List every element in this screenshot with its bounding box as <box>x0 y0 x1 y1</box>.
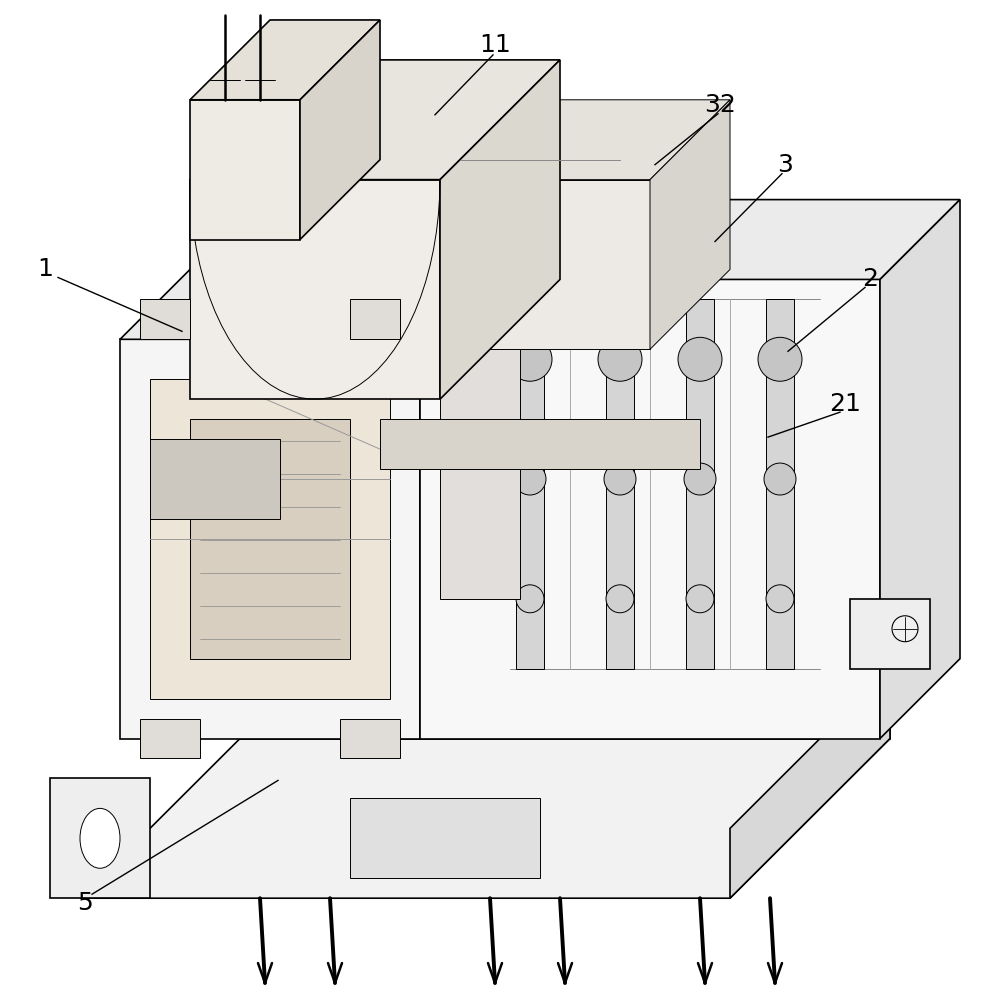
Polygon shape <box>880 200 960 739</box>
Polygon shape <box>190 60 560 180</box>
Polygon shape <box>420 279 880 739</box>
Polygon shape <box>140 719 200 758</box>
Polygon shape <box>80 739 890 898</box>
Polygon shape <box>240 669 890 739</box>
Text: 3: 3 <box>777 153 793 177</box>
Circle shape <box>508 337 552 381</box>
Circle shape <box>604 463 636 495</box>
Polygon shape <box>150 379 390 699</box>
Polygon shape <box>380 419 700 469</box>
Polygon shape <box>850 599 930 669</box>
Polygon shape <box>50 778 150 898</box>
Polygon shape <box>420 200 560 739</box>
Text: 1: 1 <box>37 257 53 281</box>
Polygon shape <box>730 669 890 898</box>
Polygon shape <box>420 220 600 279</box>
Circle shape <box>764 463 796 495</box>
Polygon shape <box>150 439 280 519</box>
Text: 2: 2 <box>862 267 878 291</box>
Polygon shape <box>300 20 380 240</box>
Circle shape <box>766 585 794 613</box>
Text: 11: 11 <box>479 33 511 57</box>
Polygon shape <box>420 200 960 279</box>
Polygon shape <box>686 299 714 669</box>
Circle shape <box>684 463 716 495</box>
Polygon shape <box>190 20 380 100</box>
Polygon shape <box>440 180 650 349</box>
Polygon shape <box>190 100 300 240</box>
Polygon shape <box>350 798 540 878</box>
Ellipse shape <box>80 808 120 868</box>
Polygon shape <box>120 339 420 739</box>
Polygon shape <box>350 299 400 339</box>
Polygon shape <box>190 180 440 399</box>
Polygon shape <box>140 299 190 339</box>
Polygon shape <box>516 299 544 669</box>
Circle shape <box>598 337 642 381</box>
Circle shape <box>678 337 722 381</box>
Polygon shape <box>440 259 520 599</box>
Polygon shape <box>440 100 730 180</box>
Text: 32: 32 <box>704 93 736 117</box>
Polygon shape <box>606 299 634 669</box>
Polygon shape <box>340 719 400 758</box>
Circle shape <box>516 585 544 613</box>
Polygon shape <box>440 60 560 399</box>
Circle shape <box>892 616 918 642</box>
Polygon shape <box>120 200 560 339</box>
Circle shape <box>606 585 634 613</box>
Polygon shape <box>190 419 350 659</box>
Circle shape <box>758 337 802 381</box>
Circle shape <box>514 463 546 495</box>
Circle shape <box>686 585 714 613</box>
Polygon shape <box>650 100 730 349</box>
Text: 21: 21 <box>829 392 861 416</box>
Polygon shape <box>766 299 794 669</box>
Text: 5: 5 <box>77 891 93 915</box>
